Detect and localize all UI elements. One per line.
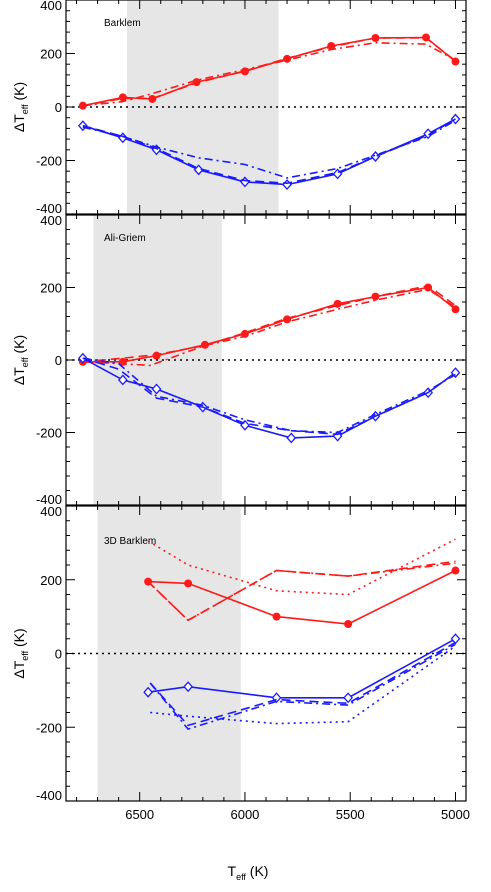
data-point-circle <box>184 579 193 588</box>
data-point-diamond <box>282 179 292 191</box>
y-axis-title-unit: (K) <box>11 628 27 651</box>
plot-frame <box>65 214 467 506</box>
y-tick-label: -200 <box>36 154 62 169</box>
data-point-diamond <box>286 432 297 444</box>
y-tick-label: 200 <box>40 281 62 296</box>
data-point-diamond <box>151 383 162 395</box>
y-tick-label: 0 <box>55 647 62 662</box>
y-axis-title-unit: (K) <box>11 82 27 105</box>
series-line-blue-dashdot <box>82 119 456 179</box>
y-tick-label: 0 <box>55 100 62 115</box>
series-line-red-dashdot <box>82 288 456 367</box>
data-point-diamond <box>143 686 153 698</box>
series-line-blue-dashdot <box>82 357 456 434</box>
x-axis-title-sub: eff <box>236 872 246 882</box>
plot-frame <box>65 505 467 802</box>
data-point-circle <box>344 620 353 628</box>
y-tick-label: -400 <box>36 788 62 803</box>
y-tick-label: -400 <box>36 492 62 507</box>
y-tick-label: -400 <box>36 201 62 216</box>
y-axis-title-sub: eff <box>20 357 30 367</box>
y-axis-title-main: ΔT <box>11 660 27 678</box>
panel-title: 3D Barklem <box>104 536 156 547</box>
y-axis-title-main: ΔT <box>11 367 27 385</box>
series-line-blue-dashed <box>149 641 456 727</box>
data-point-diamond <box>370 151 381 162</box>
plot-frame <box>65 0 467 215</box>
panel-3: 400 200 0 -200 -400 6500 6000 5500 5000 ΔTeff (K)… <box>11 504 470 822</box>
panel-title: Barklem <box>104 18 141 29</box>
y-axis-title-sub: eff <box>20 104 30 114</box>
data-point-diamond <box>343 692 353 704</box>
data-point-circle <box>200 340 209 349</box>
y-tick-label: -200 <box>36 720 62 735</box>
series-line-red-dashed <box>82 284 456 363</box>
x-axis-title-unit: (K) <box>246 863 269 879</box>
y-axis-title: ΔTeff (K) <box>11 82 30 132</box>
series-line-red-solid <box>82 286 456 363</box>
x-tick-label: 6500 <box>125 807 154 822</box>
series-line-blue-dotted <box>150 645 456 725</box>
panel-1: 400 200 0 -200 -400 ΔTeff (K) Barklem <box>11 0 467 216</box>
data-point-diamond <box>117 374 128 386</box>
data-point-diamond <box>183 681 193 693</box>
y-tick-label: 400 <box>40 504 62 519</box>
x-tick-label: 6000 <box>230 807 259 822</box>
y-tick-label: 400 <box>40 0 62 13</box>
y-tick-label: 400 <box>40 213 62 228</box>
x-tick-label: 5500 <box>336 807 365 822</box>
data-point-diamond <box>450 633 461 645</box>
svg-text:Teff (K): Teff (K) <box>228 863 269 882</box>
data-point-circle <box>451 305 460 314</box>
panel-title: Ali-Griem <box>104 233 146 244</box>
y-tick-label: 200 <box>40 47 62 62</box>
series-line-red-dotted <box>147 538 456 596</box>
x-tick-label: 5000 <box>441 807 470 822</box>
x-axis-title-main: T <box>228 863 237 879</box>
y-tick-label: -200 <box>36 426 62 441</box>
series-line-red-dashdot <box>82 41 456 107</box>
series-line-red-dashed <box>82 37 456 107</box>
data-point-diamond <box>193 164 204 176</box>
y-axis-title-sub: eff <box>20 650 30 660</box>
y-axis-title: ΔTeff (K) <box>11 628 30 678</box>
data-point-circle <box>451 566 460 575</box>
series-line-red-dashdot <box>147 562 456 622</box>
y-axis-title: ΔTeff (K) <box>11 335 30 385</box>
x-axis-title: Teff (K) <box>228 863 269 882</box>
y-tick-label: 200 <box>40 573 62 588</box>
y-axis-title-main: ΔT <box>11 114 27 132</box>
series-line-blue-dashdot <box>149 643 456 731</box>
series-line-blue-dashed <box>82 357 456 436</box>
panel-2: 400 200 0 -200 -400 ΔTeff (K) Ali-Griem <box>11 213 467 507</box>
y-axis-title-unit: (K) <box>11 335 27 358</box>
data-point-circle <box>272 612 281 621</box>
data-point-circle <box>118 93 127 102</box>
y-tick-label: 0 <box>55 353 62 368</box>
